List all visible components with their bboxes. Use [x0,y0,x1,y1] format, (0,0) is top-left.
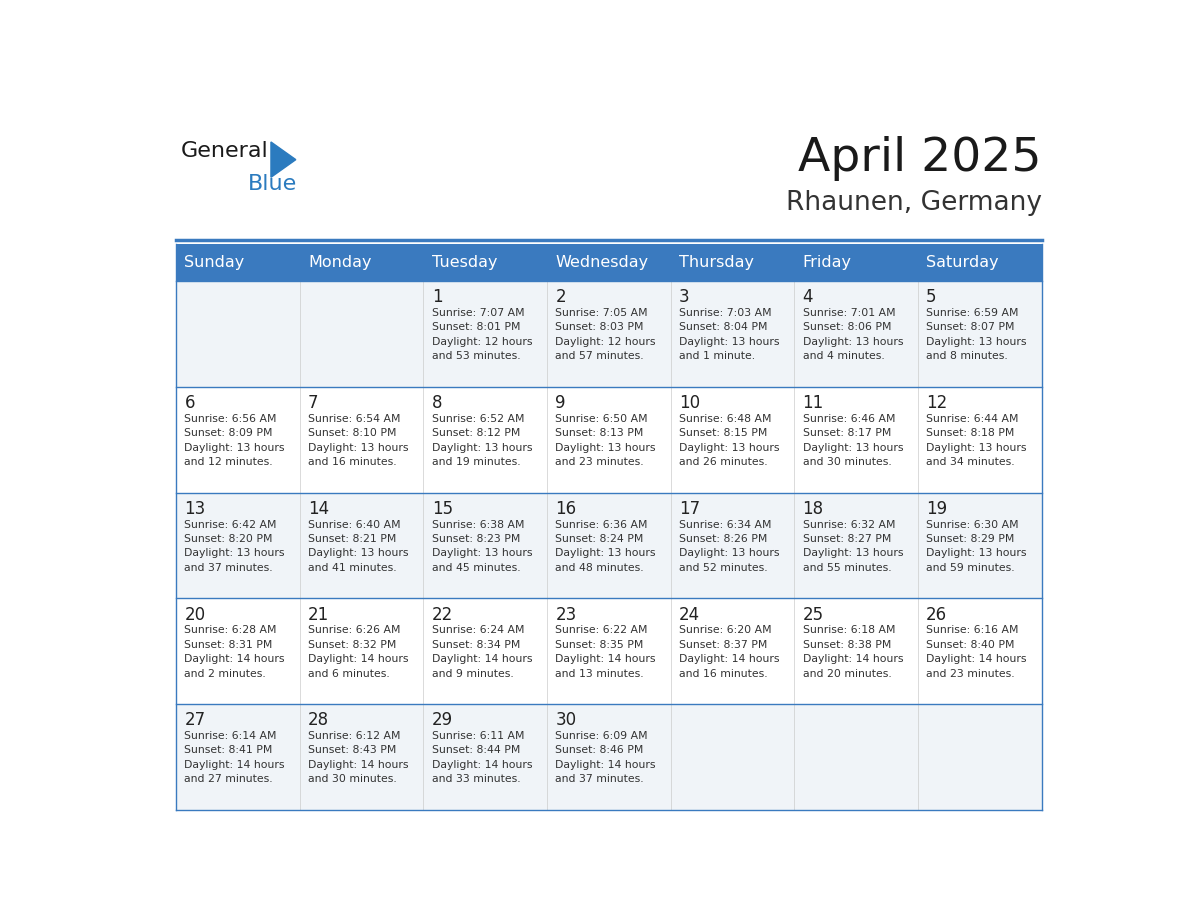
Bar [176,704,1042,810]
Text: Sunrise: 6:12 AM
Sunset: 8:43 PM
Daylight: 14 hours
and 30 minutes.: Sunrise: 6:12 AM Sunset: 8:43 PM Dayligh… [308,731,409,784]
Text: Sunrise: 7:01 AM
Sunset: 8:06 PM
Daylight: 13 hours
and 4 minutes.: Sunrise: 7:01 AM Sunset: 8:06 PM Dayligh… [803,308,903,362]
Text: Sunrise: 7:05 AM
Sunset: 8:03 PM
Daylight: 12 hours
and 57 minutes.: Sunrise: 7:05 AM Sunset: 8:03 PM Dayligh… [555,308,656,362]
Text: General: General [181,140,268,161]
Text: April 2025: April 2025 [798,136,1042,182]
Text: Sunrise: 6:59 AM
Sunset: 8:07 PM
Daylight: 13 hours
and 8 minutes.: Sunrise: 6:59 AM Sunset: 8:07 PM Dayligh… [927,308,1026,362]
Bar [795,244,918,281]
Text: Sunrise: 6:22 AM
Sunset: 8:35 PM
Daylight: 14 hours
and 13 minutes.: Sunrise: 6:22 AM Sunset: 8:35 PM Dayligh… [555,625,656,678]
Text: Tuesday: Tuesday [431,255,498,270]
Text: 13: 13 [184,499,206,518]
Text: 7: 7 [308,394,318,412]
Text: Sunday: Sunday [184,255,245,270]
Text: 19: 19 [927,499,947,518]
Bar [176,599,1042,704]
Bar [176,387,1042,493]
Text: Thursday: Thursday [680,255,754,270]
Text: 20: 20 [184,606,206,623]
Text: 24: 24 [680,606,700,623]
Text: Sunrise: 7:03 AM
Sunset: 8:04 PM
Daylight: 13 hours
and 1 minute.: Sunrise: 7:03 AM Sunset: 8:04 PM Dayligh… [680,308,779,362]
Text: 18: 18 [803,499,823,518]
Text: Sunrise: 6:28 AM
Sunset: 8:31 PM
Daylight: 14 hours
and 2 minutes.: Sunrise: 6:28 AM Sunset: 8:31 PM Dayligh… [184,625,285,678]
Text: 22: 22 [431,606,453,623]
Text: Sunrise: 6:52 AM
Sunset: 8:12 PM
Daylight: 13 hours
and 19 minutes.: Sunrise: 6:52 AM Sunset: 8:12 PM Dayligh… [431,414,532,467]
Text: Sunrise: 6:09 AM
Sunset: 8:46 PM
Daylight: 14 hours
and 37 minutes.: Sunrise: 6:09 AM Sunset: 8:46 PM Dayligh… [555,731,656,784]
Text: Sunrise: 6:40 AM
Sunset: 8:21 PM
Daylight: 13 hours
and 41 minutes.: Sunrise: 6:40 AM Sunset: 8:21 PM Dayligh… [308,520,409,573]
Text: Sunrise: 6:16 AM
Sunset: 8:40 PM
Daylight: 14 hours
and 23 minutes.: Sunrise: 6:16 AM Sunset: 8:40 PM Dayligh… [927,625,1026,678]
Text: Friday: Friday [803,255,852,270]
Text: Rhaunen, Germany: Rhaunen, Germany [785,190,1042,216]
Bar [299,244,423,281]
Text: Sunrise: 6:48 AM
Sunset: 8:15 PM
Daylight: 13 hours
and 26 minutes.: Sunrise: 6:48 AM Sunset: 8:15 PM Dayligh… [680,414,779,467]
Text: 14: 14 [308,499,329,518]
Text: Sunrise: 6:46 AM
Sunset: 8:17 PM
Daylight: 13 hours
and 30 minutes.: Sunrise: 6:46 AM Sunset: 8:17 PM Dayligh… [803,414,903,467]
Bar [918,244,1042,281]
Text: 1: 1 [431,288,442,307]
Text: 3: 3 [680,288,689,307]
Text: Sunrise: 6:26 AM
Sunset: 8:32 PM
Daylight: 14 hours
and 6 minutes.: Sunrise: 6:26 AM Sunset: 8:32 PM Dayligh… [308,625,409,678]
Text: Sunrise: 6:34 AM
Sunset: 8:26 PM
Daylight: 13 hours
and 52 minutes.: Sunrise: 6:34 AM Sunset: 8:26 PM Dayligh… [680,520,779,573]
Text: 28: 28 [308,711,329,729]
Text: 23: 23 [555,606,576,623]
Text: Wednesday: Wednesday [555,255,649,270]
Text: Blue: Blue [248,174,297,194]
Text: Sunrise: 6:44 AM
Sunset: 8:18 PM
Daylight: 13 hours
and 34 minutes.: Sunrise: 6:44 AM Sunset: 8:18 PM Dayligh… [927,414,1026,467]
Text: Sunrise: 6:24 AM
Sunset: 8:34 PM
Daylight: 14 hours
and 9 minutes.: Sunrise: 6:24 AM Sunset: 8:34 PM Dayligh… [431,625,532,678]
Bar [671,244,795,281]
Text: 15: 15 [431,499,453,518]
Bar [423,244,546,281]
Text: Sunrise: 6:42 AM
Sunset: 8:20 PM
Daylight: 13 hours
and 37 minutes.: Sunrise: 6:42 AM Sunset: 8:20 PM Dayligh… [184,520,285,573]
Text: Sunrise: 6:38 AM
Sunset: 8:23 PM
Daylight: 13 hours
and 45 minutes.: Sunrise: 6:38 AM Sunset: 8:23 PM Dayligh… [431,520,532,573]
Text: 2: 2 [555,288,565,307]
Text: Saturday: Saturday [927,255,999,270]
Text: 4: 4 [803,288,813,307]
Text: Sunrise: 6:32 AM
Sunset: 8:27 PM
Daylight: 13 hours
and 55 minutes.: Sunrise: 6:32 AM Sunset: 8:27 PM Dayligh… [803,520,903,573]
Text: Sunrise: 6:36 AM
Sunset: 8:24 PM
Daylight: 13 hours
and 48 minutes.: Sunrise: 6:36 AM Sunset: 8:24 PM Dayligh… [555,520,656,573]
Text: 21: 21 [308,606,329,623]
Text: Monday: Monday [308,255,372,270]
Text: 25: 25 [803,606,823,623]
Bar [176,244,299,281]
Text: Sunrise: 7:07 AM
Sunset: 8:01 PM
Daylight: 12 hours
and 53 minutes.: Sunrise: 7:07 AM Sunset: 8:01 PM Dayligh… [431,308,532,362]
Polygon shape [271,142,296,177]
Text: 17: 17 [680,499,700,518]
Text: 30: 30 [555,711,576,729]
Text: 10: 10 [680,394,700,412]
Text: 9: 9 [555,394,565,412]
Bar [546,244,671,281]
Text: Sunrise: 6:20 AM
Sunset: 8:37 PM
Daylight: 14 hours
and 16 minutes.: Sunrise: 6:20 AM Sunset: 8:37 PM Dayligh… [680,625,779,678]
Bar [176,244,1042,281]
Text: Sunrise: 6:54 AM
Sunset: 8:10 PM
Daylight: 13 hours
and 16 minutes.: Sunrise: 6:54 AM Sunset: 8:10 PM Dayligh… [308,414,409,467]
Text: Sunrise: 6:56 AM
Sunset: 8:09 PM
Daylight: 13 hours
and 12 minutes.: Sunrise: 6:56 AM Sunset: 8:09 PM Dayligh… [184,414,285,467]
Text: 8: 8 [431,394,442,412]
Text: 16: 16 [555,499,576,518]
Text: 11: 11 [803,394,823,412]
Text: Sunrise: 6:50 AM
Sunset: 8:13 PM
Daylight: 13 hours
and 23 minutes.: Sunrise: 6:50 AM Sunset: 8:13 PM Dayligh… [555,414,656,467]
Text: Sunrise: 6:30 AM
Sunset: 8:29 PM
Daylight: 13 hours
and 59 minutes.: Sunrise: 6:30 AM Sunset: 8:29 PM Dayligh… [927,520,1026,573]
Text: Sunrise: 6:11 AM
Sunset: 8:44 PM
Daylight: 14 hours
and 33 minutes.: Sunrise: 6:11 AM Sunset: 8:44 PM Dayligh… [431,731,532,784]
Text: Sunrise: 6:18 AM
Sunset: 8:38 PM
Daylight: 14 hours
and 20 minutes.: Sunrise: 6:18 AM Sunset: 8:38 PM Dayligh… [803,625,903,678]
Text: Sunrise: 6:14 AM
Sunset: 8:41 PM
Daylight: 14 hours
and 27 minutes.: Sunrise: 6:14 AM Sunset: 8:41 PM Dayligh… [184,731,285,784]
Text: 26: 26 [927,606,947,623]
Text: 12: 12 [927,394,948,412]
Text: 6: 6 [184,394,195,412]
Text: 27: 27 [184,711,206,729]
Bar [176,493,1042,599]
Text: 29: 29 [431,711,453,729]
Text: 5: 5 [927,288,936,307]
Bar [176,281,1042,387]
